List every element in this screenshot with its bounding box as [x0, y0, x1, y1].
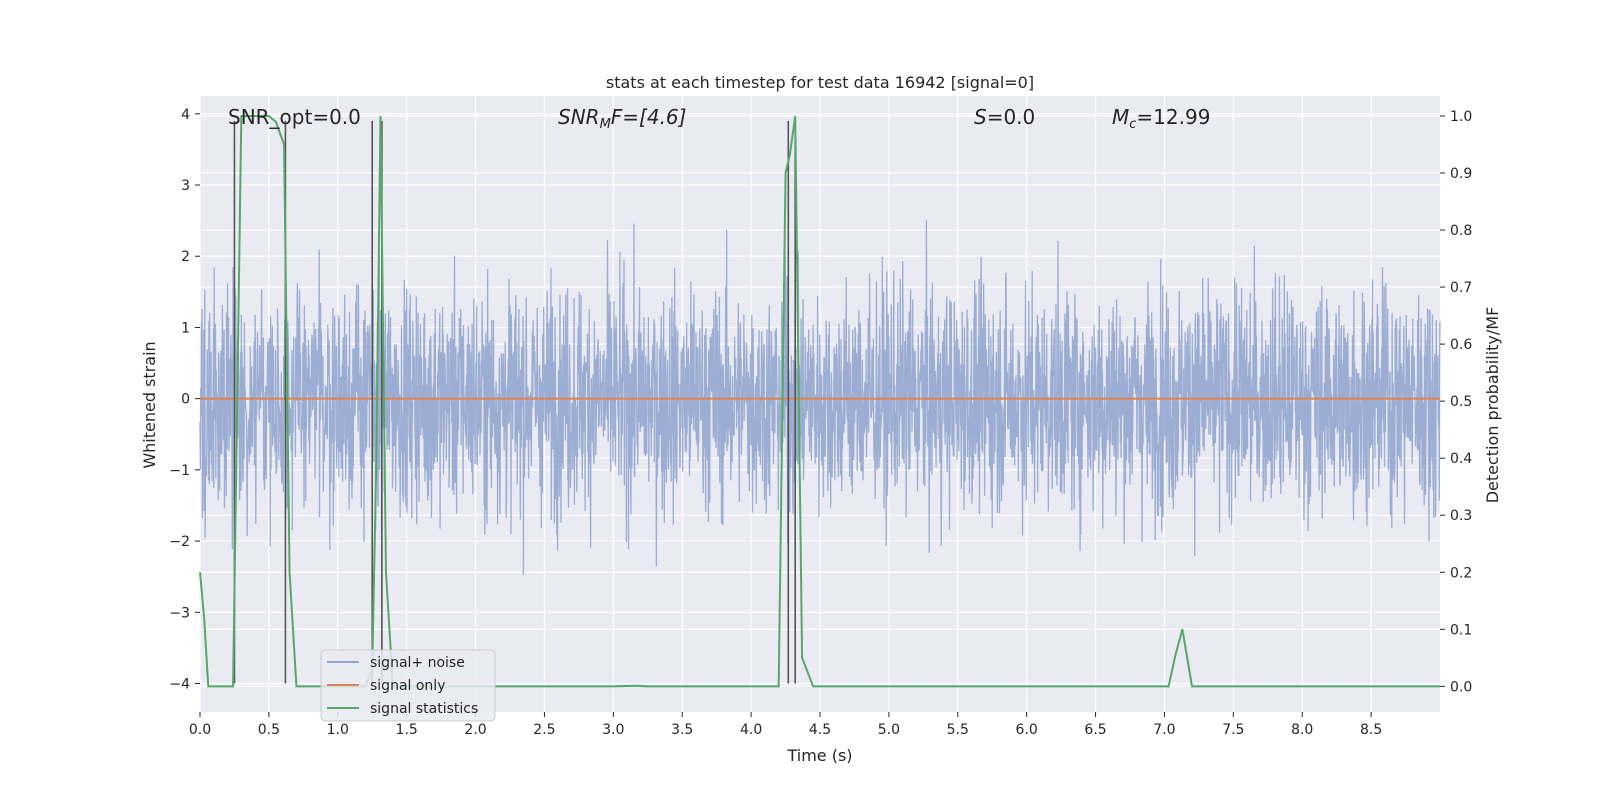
annotation-mc-name: M — [1112, 105, 1129, 129]
annotation-snr-mf-sub: M — [600, 117, 611, 132]
y-tick-label: 1 — [181, 320, 190, 336]
y2-tick-label: 0.8 — [1450, 223, 1472, 239]
y-tick-label: 3 — [181, 178, 190, 194]
y-tick-label: 2 — [181, 249, 190, 265]
marker-lines — [233, 120, 797, 684]
x-tick-label: 2.5 — [533, 722, 555, 738]
x-tick-label: 1.0 — [327, 722, 349, 738]
y2-tick-label: 0.3 — [1450, 508, 1472, 524]
x-tick-label: 0.5 — [258, 722, 280, 738]
annotation-snr-mf-value: F=[4.6] — [611, 105, 687, 129]
x-tick-label: 7.5 — [1222, 722, 1244, 738]
x-axis-label: Time (s) — [786, 746, 852, 765]
y-axis-label: Whitened strain — [140, 341, 159, 468]
x-tick-label: 4.0 — [740, 722, 762, 738]
annotation-mc-value: =12.99 — [1136, 105, 1210, 129]
annotation-mc: Mc=12.99 — [1112, 105, 1210, 132]
legend-label-signal-only: signal only — [370, 678, 445, 694]
legend-label-signal-statistics: signal statistics — [370, 701, 478, 717]
x-tick-label: 2.0 — [464, 722, 486, 738]
y2-tick-label: 0.9 — [1450, 166, 1472, 182]
x-tick-label: 8.5 — [1360, 722, 1382, 738]
y-tick-label: 4 — [181, 107, 190, 123]
annotation-s-name: S — [974, 105, 987, 129]
x-tick-label: 4.5 — [809, 722, 831, 738]
series-signal-noise — [199, 220, 1441, 575]
y2-tick-label: 0.4 — [1450, 451, 1472, 467]
axis-ticks: 0.0 0.5 1.0 1.5 2.0 2.5 3.0 3.5 4.0 4.5 5.0 5.5 6.0 6… — [169, 107, 1472, 738]
chart-title: stats at each timestep for test data 169… — [606, 73, 1034, 92]
x-tick-label: 6.5 — [1084, 722, 1106, 738]
annotation-snr-opt: SNR_opt=0.0 — [228, 105, 361, 129]
y2-tick-label: 0.1 — [1450, 622, 1472, 638]
noise-trace — [199, 220, 1441, 575]
x-tick-label: 0.0 — [189, 722, 211, 738]
x-tick-label: 1.5 — [396, 722, 418, 738]
y2-tick-label: 0.5 — [1450, 394, 1472, 410]
y-tick-label: −4 — [169, 677, 190, 693]
annotation-s: S=0.0 — [974, 105, 1035, 129]
y2-axis-label: Detection probability/MF — [1483, 307, 1502, 504]
annotation-s-value: =0.0 — [987, 105, 1036, 129]
y-tick-label: −2 — [169, 534, 190, 550]
y2-tick-label: 0.0 — [1450, 679, 1472, 695]
x-tick-label: 5.5 — [947, 722, 969, 738]
x-tick-label: 3.0 — [602, 722, 624, 738]
x-tick-label: 7.0 — [1153, 722, 1175, 738]
legend: signal+ noise signal only signal statist… — [320, 649, 496, 722]
x-tick-label: 8.0 — [1291, 722, 1313, 738]
annotation-mc-sub: c — [1129, 117, 1136, 132]
y-tick-label: 0 — [181, 392, 190, 408]
y2-tick-label: 0.6 — [1450, 337, 1472, 353]
y2-tick-label: 0.2 — [1450, 565, 1472, 581]
y2-tick-label: 0.7 — [1450, 280, 1472, 296]
x-tick-label: 5.0 — [878, 722, 900, 738]
x-tick-label: 3.5 — [671, 722, 693, 738]
y-tick-label: −1 — [169, 463, 190, 479]
legend-box — [320, 649, 496, 722]
y2-tick-label: 1.0 — [1450, 109, 1472, 125]
legend-label-signal-noise: signal+ noise — [370, 655, 465, 671]
annotation-snr-mf: SNRMF=[4.6] — [558, 105, 686, 132]
y-tick-label: −3 — [169, 605, 190, 621]
x-tick-label: 6.0 — [1016, 722, 1038, 738]
annotation-snr-mf-name: SNR — [558, 105, 600, 129]
